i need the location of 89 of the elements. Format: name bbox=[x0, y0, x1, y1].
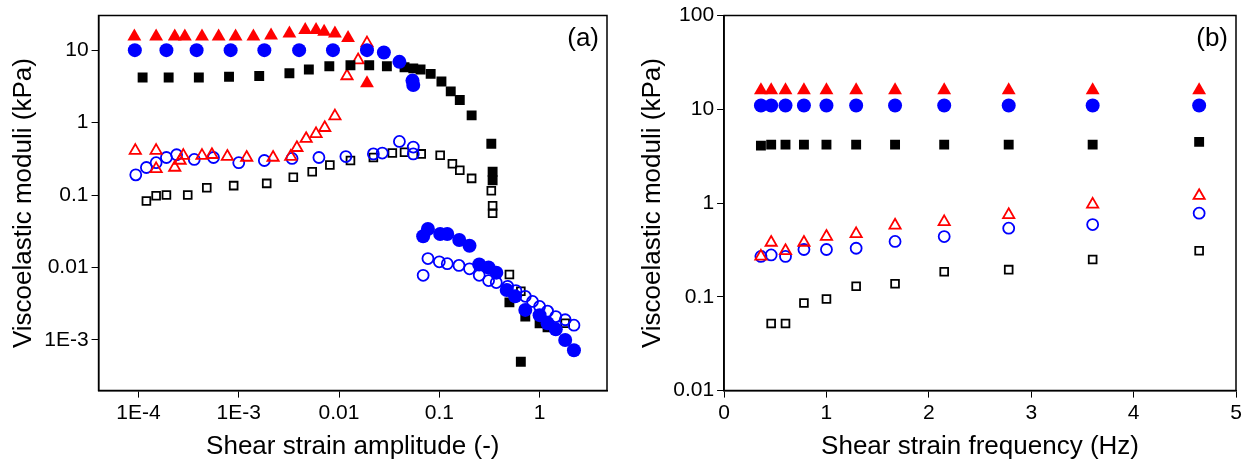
point bbox=[819, 98, 834, 113]
y-tick-label: 0.1 bbox=[59, 181, 89, 205]
x-tick-label: 1 bbox=[820, 400, 833, 423]
point bbox=[1086, 218, 1100, 231]
y-tick-label: 10 bbox=[690, 96, 715, 120]
point bbox=[1085, 98, 1100, 113]
point bbox=[1192, 98, 1207, 113]
point bbox=[820, 243, 833, 256]
x-tick-label: 0.01 bbox=[318, 400, 360, 423]
point bbox=[1003, 139, 1014, 150]
point bbox=[1194, 136, 1205, 147]
point bbox=[798, 139, 809, 150]
y-tick-label: 1E-3 bbox=[44, 326, 89, 350]
point bbox=[797, 243, 811, 256]
point bbox=[1001, 98, 1016, 113]
y-tick-label: 1 bbox=[76, 109, 89, 133]
point bbox=[754, 82, 768, 95]
point bbox=[766, 318, 776, 329]
x-axis-title: Shear strain frequency (Hz) bbox=[821, 429, 1139, 460]
point bbox=[821, 294, 832, 304]
point bbox=[755, 140, 766, 151]
point bbox=[849, 98, 864, 113]
point bbox=[796, 98, 811, 113]
point bbox=[799, 298, 809, 308]
x-tick-label: 1 bbox=[533, 400, 546, 423]
point bbox=[764, 98, 779, 113]
point bbox=[1192, 188, 1206, 200]
point bbox=[779, 250, 792, 263]
point bbox=[1085, 82, 1100, 95]
point bbox=[821, 139, 832, 150]
point bbox=[1002, 207, 1016, 219]
point bbox=[890, 139, 901, 150]
point bbox=[778, 243, 793, 255]
point bbox=[1087, 254, 1098, 265]
point bbox=[819, 229, 833, 241]
point bbox=[937, 98, 952, 113]
y-tick-label: 1 bbox=[702, 189, 715, 213]
x-tick-label: 5 bbox=[1230, 400, 1242, 423]
point bbox=[1002, 221, 1016, 235]
point bbox=[888, 235, 902, 248]
point bbox=[937, 214, 951, 227]
x-tick-label: 1E-4 bbox=[116, 400, 161, 423]
point bbox=[1086, 196, 1100, 209]
y-tick-label: 100 bbox=[679, 2, 715, 26]
y-axis-title: Viscoelastic moduli (kPa) bbox=[635, 58, 666, 349]
point bbox=[1192, 206, 1206, 220]
x-tick-label: 3 bbox=[1025, 400, 1038, 423]
x-tick-label: 0 bbox=[718, 400, 730, 423]
y-axis-title: Viscoelastic moduli (kPa) bbox=[6, 58, 37, 349]
point bbox=[849, 226, 863, 238]
x-tick-label: 4 bbox=[1127, 400, 1140, 423]
point bbox=[778, 98, 793, 113]
x-tick-label: 1E-3 bbox=[216, 400, 261, 423]
y-tick-label: 10 bbox=[65, 36, 89, 60]
point bbox=[819, 82, 834, 95]
point bbox=[1003, 264, 1014, 275]
point bbox=[764, 248, 778, 262]
point bbox=[937, 230, 951, 243]
point bbox=[797, 235, 811, 247]
point bbox=[1192, 82, 1207, 95]
point bbox=[937, 82, 952, 95]
point bbox=[1001, 82, 1016, 95]
x-axis-title: Shear strain amplitude (-) bbox=[206, 429, 500, 460]
point bbox=[780, 318, 791, 329]
point bbox=[851, 281, 861, 291]
point bbox=[849, 241, 863, 255]
point bbox=[890, 278, 900, 289]
point bbox=[849, 82, 864, 95]
point bbox=[780, 139, 791, 150]
point bbox=[851, 139, 862, 150]
point bbox=[764, 82, 779, 95]
point bbox=[888, 217, 902, 230]
x-tick-label: 0.1 bbox=[424, 400, 454, 423]
point bbox=[939, 139, 950, 150]
y-tick-label: 0.1 bbox=[684, 283, 715, 307]
point bbox=[939, 267, 949, 277]
y-tick-label: 0.01 bbox=[47, 254, 89, 278]
point bbox=[888, 98, 903, 113]
annotation: (b) bbox=[1196, 21, 1228, 52]
point bbox=[888, 82, 902, 95]
annotation: (a) bbox=[567, 21, 599, 52]
point bbox=[766, 139, 777, 150]
point bbox=[778, 82, 793, 95]
point bbox=[1087, 139, 1098, 150]
x-tick-label: 2 bbox=[923, 400, 935, 423]
y-tick-label: 0.01 bbox=[673, 377, 715, 401]
point bbox=[797, 82, 811, 95]
point bbox=[1194, 246, 1204, 256]
point bbox=[764, 235, 778, 247]
